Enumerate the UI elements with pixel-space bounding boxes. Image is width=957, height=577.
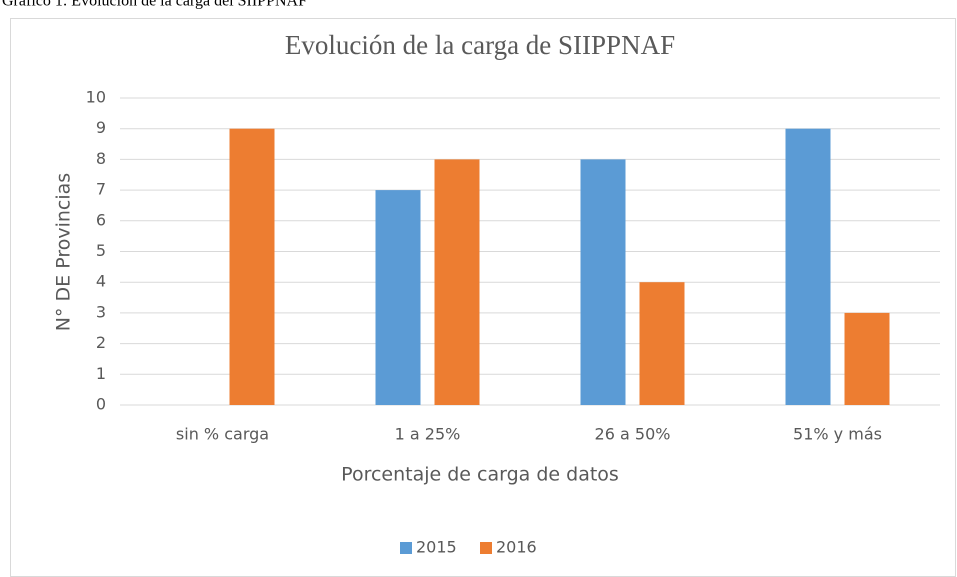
bar xyxy=(580,159,626,405)
y-tick-label: 8 xyxy=(96,149,106,168)
bar xyxy=(785,128,831,405)
x-tick-label: 26 a 50% xyxy=(595,425,671,444)
y-tick-label: 0 xyxy=(96,395,106,414)
y-tick-label: 6 xyxy=(96,210,106,229)
legend-label: 2015 xyxy=(416,538,457,557)
y-tick-label: 7 xyxy=(96,180,106,199)
caption: Gráfico 1: Evolución de la carga del SII… xyxy=(2,0,307,10)
legend-swatch xyxy=(400,542,412,554)
x-tick-label: sin % carga xyxy=(176,425,269,444)
bar xyxy=(844,312,890,405)
y-tick-label: 5 xyxy=(96,241,106,260)
y-tick-label: 10 xyxy=(86,88,106,107)
y-axis-title: N° DE Provincias xyxy=(53,173,75,331)
bar xyxy=(434,159,480,405)
bar xyxy=(229,128,275,405)
x-tick-label: 1 a 25% xyxy=(395,425,461,444)
legend-label: 2016 xyxy=(496,538,537,557)
y-tick-label: 9 xyxy=(96,118,106,137)
y-tick-label: 3 xyxy=(96,302,106,321)
x-tick-label: 51% y más xyxy=(793,425,882,444)
x-axis-title: Porcentaje de carga de datos xyxy=(341,464,619,486)
y-tick-label: 4 xyxy=(96,272,106,291)
legend-swatch xyxy=(480,542,492,554)
bar xyxy=(639,282,685,405)
chart-title: Evolución de la carga de SIIPPNAF xyxy=(285,30,675,60)
y-tick-label: 1 xyxy=(96,364,106,383)
y-tick-label: 2 xyxy=(96,333,106,352)
bar xyxy=(375,190,421,405)
